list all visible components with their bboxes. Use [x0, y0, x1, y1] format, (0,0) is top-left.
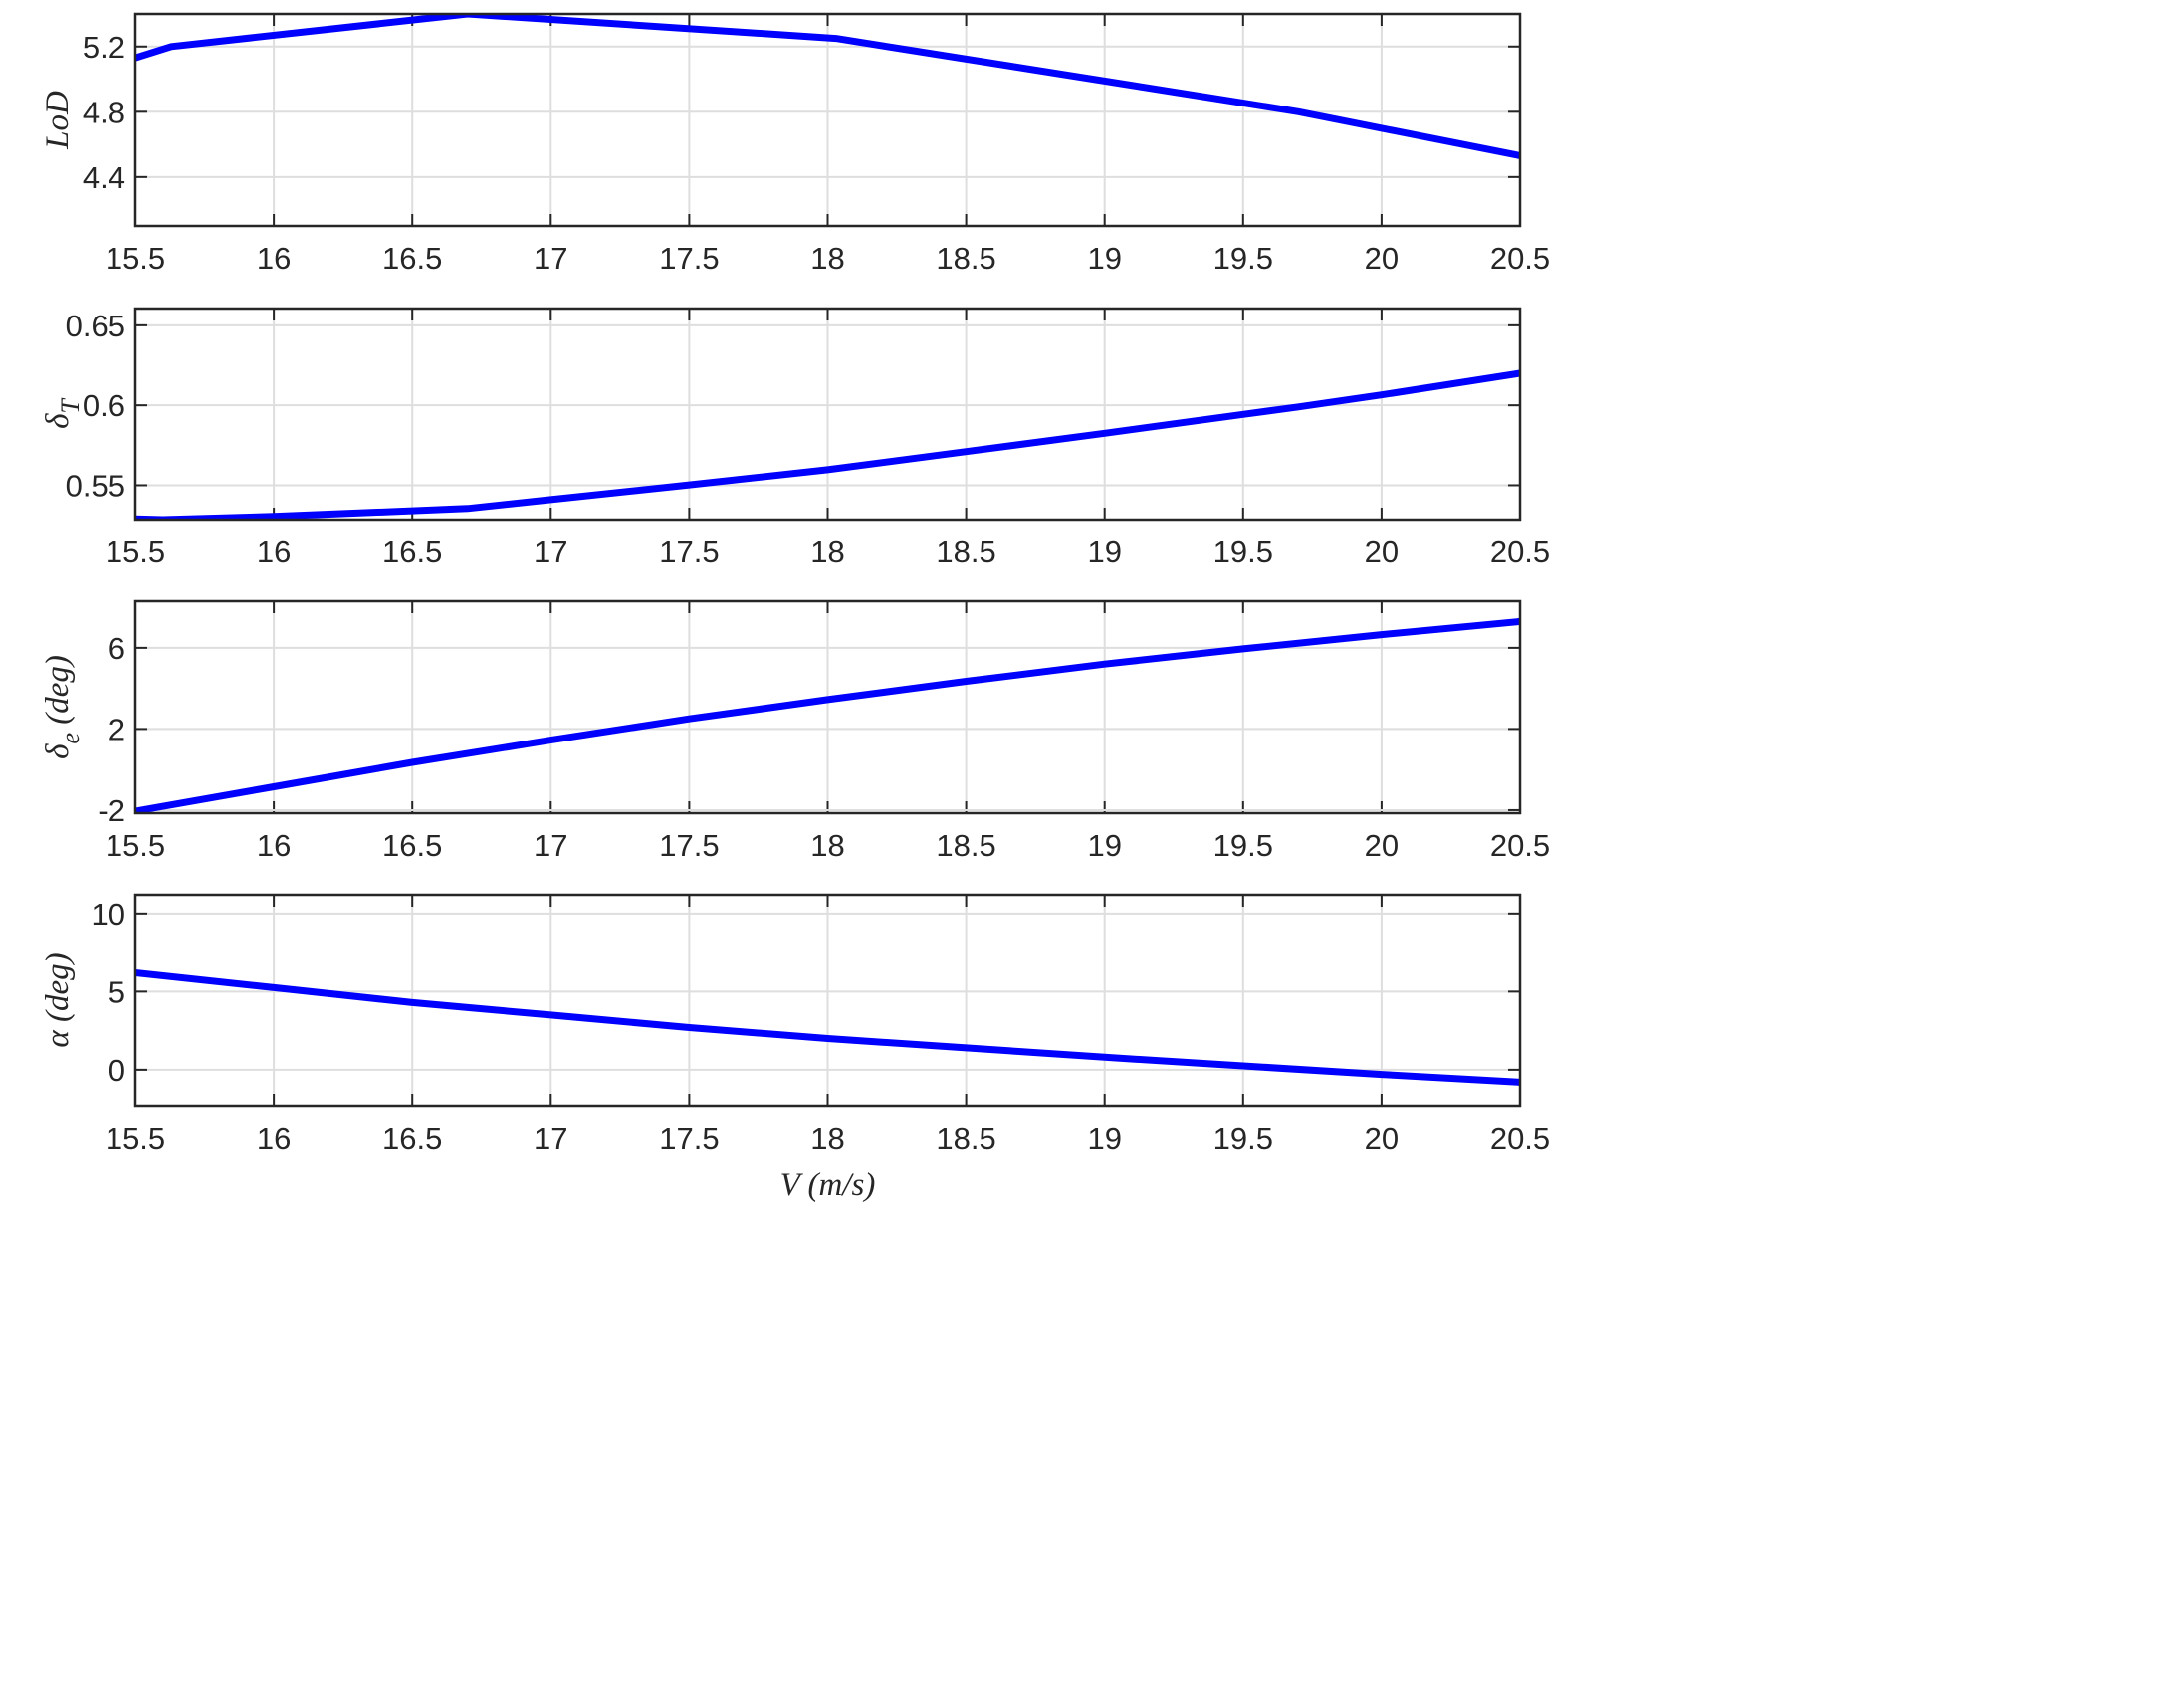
x-tick-label: 17: [534, 1121, 567, 1156]
x-tick-label: 16: [257, 241, 291, 276]
x-tick-label: 19: [1087, 1121, 1121, 1156]
y-axis-label: LoD: [40, 91, 76, 150]
x-tick-label: 18.5: [936, 1121, 995, 1156]
x-tick-label: 18.5: [936, 828, 995, 863]
x-tick-label: 19.5: [1213, 534, 1273, 569]
x-tick-label: 19: [1087, 534, 1121, 569]
y-tick-label: 4.8: [83, 95, 125, 129]
x-tick-label: 19: [1087, 828, 1121, 863]
y-tick-label: 10: [92, 897, 125, 932]
series-line: [135, 969, 1520, 1086]
x-tick-label: 19.5: [1213, 1121, 1273, 1156]
y-tick-label: 5: [109, 974, 125, 1009]
x-tick-label: 16.5: [382, 241, 442, 276]
x-tick-label: 17: [534, 828, 567, 863]
subplot-4: 15.5 16 16.5 17 17.5 18 18.5 19 19.5 20 20.5 0 5 10 α …: [40, 893, 1550, 1203]
y-tick-label: 0.55: [66, 468, 125, 503]
y-tick-label: 4.4: [83, 160, 125, 195]
x-tick-label: 17: [534, 241, 567, 276]
y-tick-label: 5.2: [83, 30, 125, 65]
x-tick-label: 16: [257, 534, 291, 569]
x-tick-label: 19.5: [1213, 241, 1273, 276]
x-tick-label: 17: [534, 534, 567, 569]
x-tick-label: 17.5: [659, 534, 719, 569]
subplots-group: 15.5 16 16.5 17 17.5 18 18.5 19 19.5 20 20.54.44.8…: [40, 12, 1550, 1203]
x-tick-label: 20: [1365, 534, 1399, 569]
subplot-2: 15.5 16 16.5 17 17.5 18 18.5 19 19.5 20 20.5 0.55 0.…: [40, 307, 1550, 569]
y-tick-label: 6: [109, 631, 125, 666]
axes-box: [133, 12, 1522, 228]
x-tick-label: 19: [1087, 241, 1121, 276]
y-tick-label: 0.65: [66, 309, 125, 343]
y-tick-label: -2: [98, 793, 125, 828]
x-tick-label: 20.5: [1490, 1121, 1550, 1156]
x-tick-label: 15.5: [106, 1121, 165, 1156]
x-axis-label: V (m/s): [780, 1167, 876, 1203]
axes-box: [133, 599, 1522, 815]
series-line: [135, 14, 1520, 159]
y-tick-label: 0: [109, 1053, 125, 1088]
x-tick-label: 16.5: [382, 534, 442, 569]
x-tick-label: 18: [810, 828, 844, 863]
axes-box: [133, 307, 1522, 522]
x-tick-label: 17.5: [659, 828, 719, 863]
y-tick-label: 2: [109, 712, 125, 746]
x-tick-label: 18: [810, 534, 844, 569]
x-tick-label: 20: [1365, 241, 1399, 276]
x-tick-label: 16.5: [382, 828, 442, 863]
x-tick-label: 18: [810, 241, 844, 276]
x-tick-label: 17.5: [659, 241, 719, 276]
subplot-3: 15.5 16 16.5 17 17.5 18 18.5 19 19.5 20 20.5 -2 2 6 δe…: [40, 599, 1550, 863]
series-line: [135, 617, 1520, 813]
x-tick-label: 18.5: [936, 534, 995, 569]
x-tick-label: 16.5: [382, 1121, 442, 1156]
x-tick-label: 15.5: [106, 241, 165, 276]
axes-box: [133, 893, 1522, 1108]
series-line: [135, 369, 1520, 520]
y-tick-label: 0.6: [83, 388, 125, 423]
x-tick-label: 16: [257, 1121, 291, 1156]
x-tick-label: 16: [257, 828, 291, 863]
x-tick-label: 20.5: [1490, 241, 1550, 276]
x-tick-label: 20: [1365, 828, 1399, 863]
x-tick-label: 18: [810, 1121, 844, 1156]
x-tick-label: 17.5: [659, 1121, 719, 1156]
y-axis-label: α (deg): [40, 952, 76, 1047]
figure: 15.5 16 16.5 17 17.5 18 18.5 19 19.5 20 20.54.44.8…: [40, 12, 1550, 1203]
x-tick-label: 20.5: [1490, 828, 1550, 863]
y-axis-label: δT: [40, 398, 85, 429]
x-tick-label: 15.5: [106, 828, 165, 863]
subplot-1: 15.5 16 16.5 17 17.5 18 18.5 19 19.5 20 20.5 4.4 4.8…: [40, 12, 1550, 276]
y-axis-label: δe (deg): [40, 655, 85, 759]
x-tick-label: 20: [1365, 1121, 1399, 1156]
x-tick-label: 20.5: [1490, 534, 1550, 569]
x-tick-label: 18.5: [936, 241, 995, 276]
x-tick-label: 15.5: [106, 534, 165, 569]
x-tick-label: 19.5: [1213, 828, 1273, 863]
